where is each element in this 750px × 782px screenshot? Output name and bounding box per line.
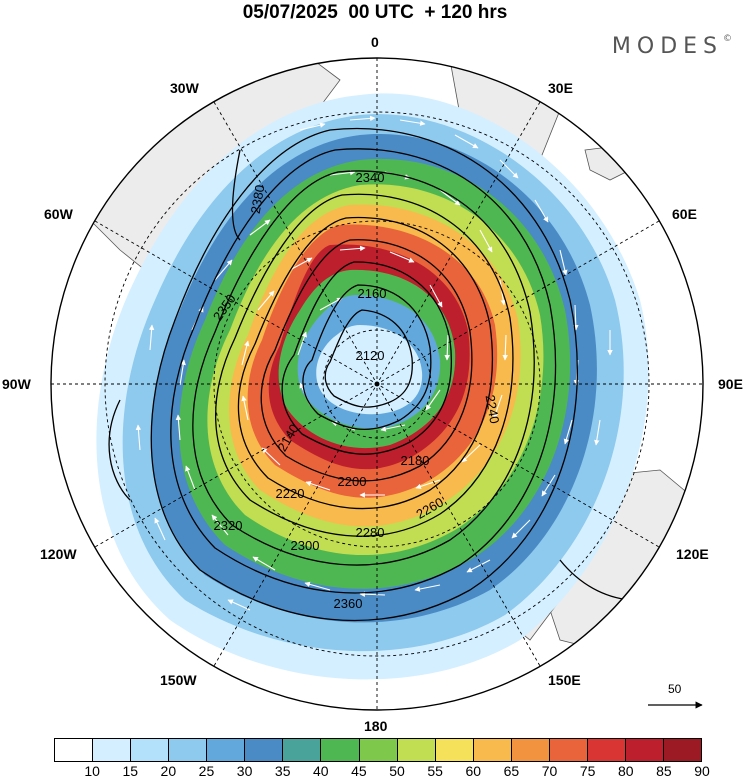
colorbar-tick-label: 55 <box>427 763 443 779</box>
colorbar-tick-label: 70 <box>541 763 558 779</box>
colorbar-segment <box>625 739 664 761</box>
colorbar-tick-label: 50 <box>389 763 405 779</box>
contour-label: 2160 <box>358 286 387 301</box>
map-boundary <box>50 57 704 711</box>
reference-vector: 50 <box>646 682 706 712</box>
wind-speed-shading <box>96 93 649 680</box>
contour-label: 2180 <box>401 453 430 468</box>
colorbar-tick-label: 35 <box>274 763 291 779</box>
contour-label: 2320 <box>214 518 243 533</box>
colorbar-tick-label: 90 <box>694 763 710 779</box>
height-contours <box>108 128 701 621</box>
colorbar <box>54 738 702 762</box>
contour-label: 2360 <box>334 596 363 611</box>
colorbar-tick-label: 15 <box>122 763 139 779</box>
colorbar-segment <box>93 739 132 761</box>
contour-label: 2380 <box>248 184 268 215</box>
lon-label-180: 180 <box>364 718 388 734</box>
colorbar-tick-label: 45 <box>351 763 367 779</box>
colorbar-segment <box>549 739 588 761</box>
colorbar-tick-label: 60 <box>465 763 482 779</box>
colorbar-segment <box>55 739 94 761</box>
colorbar-segment <box>245 739 284 761</box>
logo-text: MODES <box>611 34 723 59</box>
colorbar-segment <box>435 739 474 761</box>
contour-label: 2300 <box>291 538 320 553</box>
colorbar-segment <box>169 739 208 761</box>
colorbar-segment <box>397 739 436 761</box>
colorbar-segment <box>207 739 246 761</box>
colorbar-segment <box>587 739 626 761</box>
contour-labels: 2120 2140 2160 2180 2200 2220 2240 2260 … <box>210 170 502 611</box>
lon-label-150e: 150E <box>548 672 581 688</box>
contour-label: 2120 <box>356 348 385 363</box>
colorbar-tick-label: 10 <box>84 763 100 779</box>
contour-label: 2340 <box>356 170 385 185</box>
contour-label: 2280 <box>356 525 385 540</box>
colorbar-tick-label: 40 <box>313 763 329 779</box>
contour-label: 2200 <box>338 474 367 489</box>
colorbar-tick-label: 85 <box>656 763 672 779</box>
lon-label-150w: 150W <box>160 672 197 688</box>
colorbar-tick-label: 25 <box>198 763 215 779</box>
colorbar-segment <box>283 739 322 761</box>
lon-label-90e: 90E <box>718 376 743 392</box>
lon-label-30w: 30W <box>170 80 199 96</box>
reference-vector-label: 50 <box>668 682 682 696</box>
south-pole-marker <box>374 381 380 387</box>
colorbar-tick-label: 75 <box>579 763 596 779</box>
contour-label: 2240 <box>483 394 503 425</box>
colorbar-ticks: 10 15 20 25 30 35 40 45 50 55 60 65 70 75 80 85 90 <box>54 763 709 781</box>
colorbar-segment <box>473 739 512 761</box>
lon-label-120e: 120E <box>676 546 709 562</box>
lon-label-120w: 120W <box>40 546 77 562</box>
indian-ocean-island <box>584 144 641 181</box>
colorbar-tick-label: 65 <box>503 763 520 779</box>
lon-label-60w: 60W <box>44 206 73 222</box>
copyright-mark: © <box>723 34 732 44</box>
lon-label-0: 0 <box>371 34 379 50</box>
lon-label-30e: 30E <box>548 80 573 96</box>
map-title: 05/07/2025 00 UTC + 120 hrs <box>242 2 508 23</box>
colorbar-segment <box>511 739 550 761</box>
colorbar-segment <box>131 739 170 761</box>
colorbar-tick-label: 30 <box>236 763 253 779</box>
colorbar-tick-label: 20 <box>160 763 177 779</box>
wind-band-inner-light <box>316 325 423 415</box>
lon-label-60e: 60E <box>672 206 697 222</box>
lon-label-90w: 90W <box>2 376 31 392</box>
colorbar-segment <box>321 739 360 761</box>
colorbar-tick-label: 80 <box>617 763 634 779</box>
modes-logo: MODES© <box>612 34 732 59</box>
contour-label: 2220 <box>276 486 305 501</box>
colorbar-segment <box>664 739 702 761</box>
colorbar-segment <box>359 739 398 761</box>
